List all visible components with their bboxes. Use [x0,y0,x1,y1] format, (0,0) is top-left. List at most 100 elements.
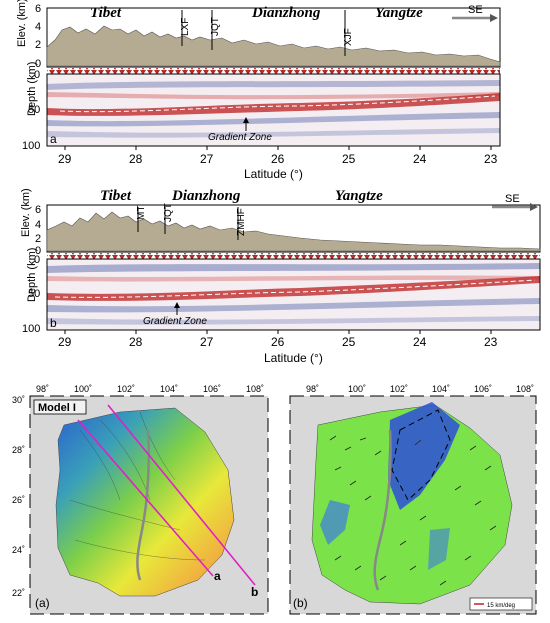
depth-tick-0-b: 0 [34,254,40,266]
elev-tick-2-b: 2 [35,233,41,245]
map-right-lon-102: 102˚ [390,384,408,394]
elev-tick-6-a: 6 [35,3,41,15]
panel-letter-b: b [50,316,57,330]
panel-a: Tibet Dianzhong Yangtze Elev. (km) 6 4 2… [16,0,501,181]
fault-label-zmhf: ZMHF [236,208,247,236]
map-left-lon-102: 102˚ [117,384,135,394]
xaxis-a [64,146,492,150]
map-left-lon-106: 106˚ [203,384,221,394]
xtick-23-a: 23 [484,152,498,166]
svg-text:SE: SE [505,193,520,205]
profile-label-a: a [214,569,221,583]
svg-text:SE: SE [468,4,483,16]
map-right-lon-100: 100˚ [348,384,366,394]
scale-label: 15 km/deg [487,603,515,609]
elev-ylabel-a: Elev. (km) [16,0,28,47]
fault-trace-right [373,429,392,591]
scale-box [469,597,533,611]
elev-ylabel-b: Elev. (km) [20,188,32,237]
xtick-23-b: 23 [484,335,498,349]
xtick-25-a: 25 [342,152,356,166]
elev-tick-4-a: 4 [35,21,41,33]
xlabel-a: Latitude (°) [244,167,303,181]
elevation-profile-b [46,211,541,252]
stations-a [47,68,500,74]
region-tibet-b: Tibet [100,188,132,204]
elev-tick-4-b: 4 [35,219,41,231]
map-left-lat-22: 22˚ [12,588,25,598]
elevation-frame-b [46,204,541,253]
anisotropy-surface [311,404,513,605]
se-arrow-b: SE [492,193,538,211]
map-left: 98˚ 100˚ 102˚ 104˚ 106˚ 108˚ 30˚ 28˚ 26˚… [12,384,269,615]
se-arrow-a: SE [452,4,498,22]
xtick-27-a: 27 [200,152,214,166]
region-dianzhong-a: Dianzhong [251,5,321,21]
elev-tick-6-b: 6 [35,204,41,216]
map-left-lat-30: 30˚ [12,395,25,405]
anisotropy-bars [329,435,497,586]
xtick-24-b: 24 [413,335,427,349]
depth-ylabel-a: Depth (km) [26,62,38,116]
map-left-lat-28: 28˚ [12,445,25,455]
map-right-lon-104: 104˚ [432,384,450,394]
map-right: 98˚ 100˚ 102˚ 104˚ 106˚ 108˚ 15 km/deg (… [289,384,537,615]
elev-tick-0-b: 0 [35,245,41,257]
region-dianzhong-b: Dianzhong [171,188,241,204]
xtick-28-b: 28 [129,335,143,349]
map-left-lon-98: 98˚ [36,384,49,394]
region-yangtze-b: Yangtze [335,188,383,204]
anomaly-outline [391,409,451,501]
xtick-24-a: 24 [413,152,427,166]
profile-line-a [77,419,214,577]
region-yangtze-a: Yangtze [375,5,423,21]
elevation-frame-a [46,7,501,68]
profile-label-b: b [251,585,258,599]
depth-tick-100-a: 100 [22,140,40,152]
depth-ylabel-b: Depth (km) [26,248,38,302]
map-left-lon-104: 104˚ [160,384,178,394]
xtick-26-a: 26 [271,152,285,166]
elevation-profile-a [46,25,501,67]
xtick-29-b: 29 [58,335,72,349]
map-left-label: (a) [35,596,50,610]
map-left-lon-100: 100˚ [74,384,92,394]
map-right-label: (b) [293,596,308,610]
xtick-26-b: 26 [271,335,285,349]
map-right-lon-98: 98˚ [306,384,319,394]
rf-frame-b [46,258,541,331]
profile-line-b [107,404,256,586]
xtick-28-a: 28 [129,152,143,166]
xlabel-b: Latitude (°) [264,351,323,365]
elev-tick-0-a: 0 [35,58,41,70]
depth-tick-50-b: 50 [28,288,40,300]
region-tibet-a: Tibet [90,5,122,21]
panel-b: Tibet Dianzhong Yangtze Elev. (km) 6 4 2… [20,188,541,365]
stations-b [47,253,540,259]
model-title-box [33,399,87,415]
depth-tick-0-a: 0 [34,69,40,81]
model-title: Model I [38,402,76,414]
panel-letter-a: a [50,132,57,146]
xtick-27-b: 27 [200,335,214,349]
fault-label-lxf: LXF [180,18,191,36]
map-left-lon-108: 108˚ [246,384,264,394]
map-right-lon-106: 106˚ [474,384,492,394]
gradient-label-b: Gradient Zone [143,316,207,327]
depth-tick-50-a: 50 [28,104,40,116]
fault-label-jqt-b: JQT [163,203,174,222]
map-left-lat-26: 26˚ [12,495,25,505]
map-left-lat-24: 24˚ [12,545,25,555]
xtick-25-b: 25 [342,335,356,349]
fault-label-xjf: XJF [343,28,354,46]
xaxis-b [64,330,492,334]
rf-frame-a [46,73,501,147]
elev-tick-2-a: 2 [35,39,41,51]
fault-label-jqt-a: JQT [210,17,221,36]
fault-label-mt: MT [136,206,147,220]
depth-tick-100-b: 100 [22,323,40,335]
fast-anomaly-north [388,402,460,510]
gradient-label-a: Gradient Zone [208,132,272,143]
map-right-lon-108: 108˚ [516,384,534,394]
